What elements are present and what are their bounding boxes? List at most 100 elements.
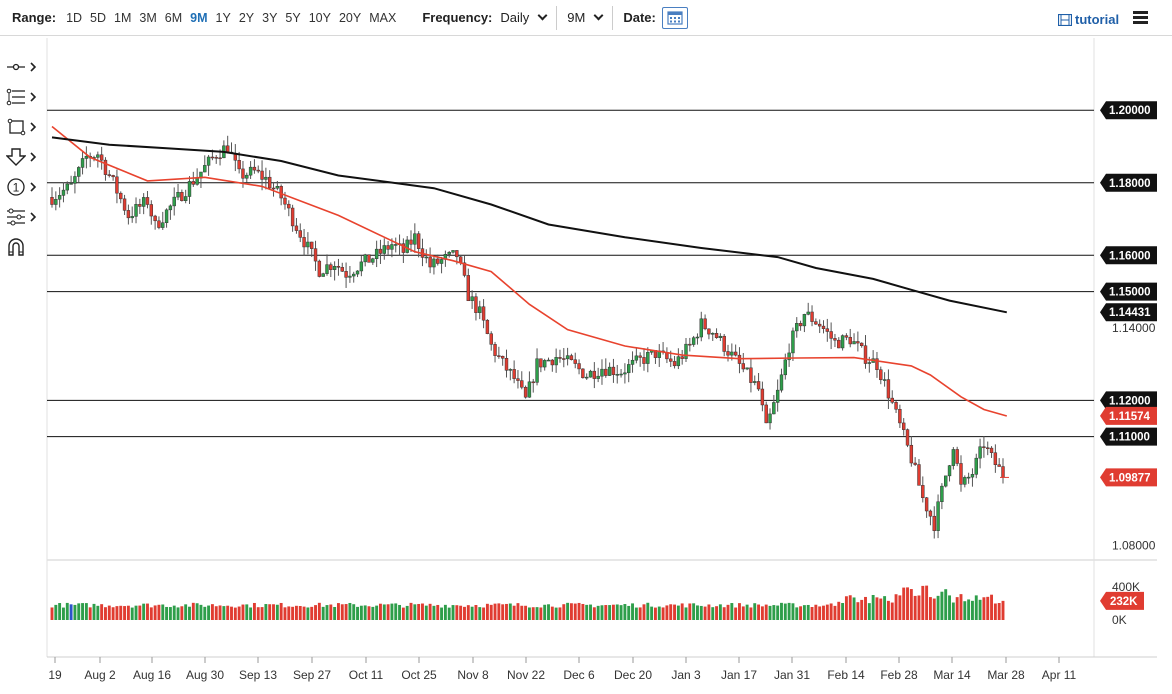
candle-body xyxy=(367,254,371,263)
settings-tool[interactable] xyxy=(0,202,46,232)
candle-body xyxy=(428,256,432,268)
range-button-6m[interactable]: 6M xyxy=(164,10,183,25)
candle-body xyxy=(134,204,138,217)
volume-bar xyxy=(302,606,306,620)
volume-bar xyxy=(703,606,707,620)
price-tick-label: 1.14000 xyxy=(1112,321,1156,335)
frequency-value: Daily xyxy=(500,10,530,25)
candle-body xyxy=(321,273,325,277)
range-button-5y[interactable]: 5Y xyxy=(285,10,301,25)
volume-bar xyxy=(833,605,837,620)
range-button-9m[interactable]: 9M xyxy=(190,10,208,25)
hamburger-menu-icon[interactable] xyxy=(1133,11,1148,24)
x-tick-label: Aug 16 xyxy=(133,668,171,682)
range-button-3m[interactable]: 3M xyxy=(139,10,157,25)
candle-body xyxy=(168,205,173,211)
candle-body xyxy=(371,258,375,263)
volume-bar xyxy=(531,607,535,620)
volume-bar xyxy=(466,605,470,620)
price-chart[interactable]: 1.14000 1.08000 1.20000 1.18000 1.16000 1.15… xyxy=(0,37,1172,694)
range-button-1d[interactable]: 1D xyxy=(66,10,83,25)
volume-bar xyxy=(581,603,585,620)
candle-body xyxy=(99,154,104,161)
candlesticks xyxy=(50,135,1005,539)
volume-bar xyxy=(573,603,577,620)
volume-bar xyxy=(936,595,940,620)
candle-body xyxy=(699,318,703,338)
volume-bar xyxy=(974,595,978,620)
volume-bar xyxy=(283,607,287,620)
volume-bar xyxy=(417,603,421,620)
candle-body xyxy=(313,248,318,262)
magnet-tool[interactable] xyxy=(0,232,46,262)
candle-body xyxy=(879,369,883,381)
x-tick-label: 19 xyxy=(48,668,62,682)
candle-body xyxy=(401,243,406,253)
volume-bar xyxy=(955,597,959,620)
calendar-button[interactable] xyxy=(661,6,688,29)
candle-body xyxy=(917,464,921,486)
fibonacci-tool[interactable] xyxy=(0,82,46,112)
price-tag-shape xyxy=(1100,391,1157,410)
range-button-1y[interactable]: 1Y xyxy=(215,10,231,25)
range-button-1m[interactable]: 1M xyxy=(114,10,132,25)
volume-bar xyxy=(569,603,573,620)
candle-body xyxy=(718,335,723,338)
candle-body xyxy=(107,174,111,176)
crosshair-tool-icon xyxy=(7,63,25,71)
candle-body xyxy=(394,244,398,246)
candle-body xyxy=(470,296,474,302)
volume-bar xyxy=(848,595,852,620)
candle-body xyxy=(348,275,352,278)
volume-bar xyxy=(577,602,581,620)
volume-bar xyxy=(306,607,310,620)
candle-body xyxy=(944,475,948,487)
candle-body xyxy=(80,158,85,168)
price-tag: 1.11000 xyxy=(1100,427,1157,446)
candle-body xyxy=(191,181,196,185)
range-button-3y[interactable]: 3Y xyxy=(262,10,278,25)
frequency-dropdown[interactable]: Daily xyxy=(498,10,548,25)
rectangle-tool-icon xyxy=(7,118,26,136)
price-tag-shape xyxy=(1100,468,1157,487)
candle-body xyxy=(161,222,165,228)
volume-bar xyxy=(107,605,111,620)
volume-bar xyxy=(592,607,596,620)
range-button-2y[interactable]: 2Y xyxy=(238,10,255,25)
volume-bar xyxy=(822,605,825,620)
candle-body xyxy=(310,241,314,249)
arrow-tool[interactable] xyxy=(0,142,46,172)
volume-bar xyxy=(825,604,829,620)
volume-bar xyxy=(856,602,860,620)
volume-bar xyxy=(356,606,359,620)
volume-bar xyxy=(661,607,665,620)
volume-bar xyxy=(940,591,944,620)
candle-body xyxy=(558,357,562,359)
number-marker-tool[interactable]: 1 xyxy=(0,172,46,202)
candle-body xyxy=(141,197,146,207)
volume-bar xyxy=(646,602,650,620)
volume-bar xyxy=(562,604,566,620)
volume-bar xyxy=(852,597,856,620)
candle-body xyxy=(474,296,478,313)
rectangle-tool[interactable] xyxy=(0,112,46,142)
range-button-max[interactable]: MAX xyxy=(369,10,397,25)
x-tick-label: Mar 28 xyxy=(987,668,1025,682)
volume-bar xyxy=(791,603,795,620)
volume-bar xyxy=(180,606,184,620)
range-button-10y[interactable]: 10Y xyxy=(308,10,331,25)
candle-body xyxy=(787,352,791,361)
volume-bar xyxy=(906,587,909,620)
volume-bar xyxy=(718,604,722,620)
tutorial-link[interactable]: tutorial xyxy=(1058,12,1119,27)
candle-body xyxy=(615,374,619,376)
crosshair-tool[interactable] xyxy=(0,52,46,82)
candle-body xyxy=(279,186,283,199)
candle-body xyxy=(913,462,917,465)
range-button-5d[interactable]: 5D xyxy=(90,10,107,25)
volume-bar xyxy=(256,607,260,620)
volume-bar xyxy=(898,595,902,620)
period-dropdown[interactable]: 9M xyxy=(567,10,604,25)
range-button-20y[interactable]: 20Y xyxy=(338,10,362,25)
volume-bar xyxy=(367,606,371,620)
